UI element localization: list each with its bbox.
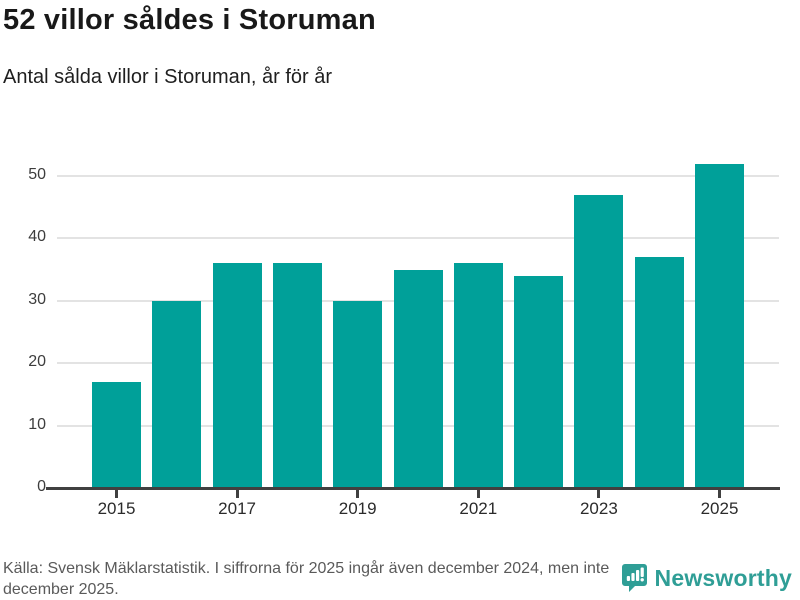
bar-2023 (574, 194, 624, 488)
x-axis-label: 2025 (700, 499, 739, 518)
gridline-50 (57, 175, 779, 177)
bar-2016 (152, 300, 202, 488)
bar-2024 (634, 257, 684, 488)
x-axis-tick-2021 (476, 490, 480, 498)
y-axis-label: 10 (28, 415, 46, 433)
bar-2017 (212, 263, 262, 488)
chart-subtitle: Antal sålda villor i Storuman, år för år (3, 66, 333, 88)
x-axis-tick-2015 (115, 490, 118, 498)
newsworthy-wordmark: Newsworthy (654, 564, 792, 591)
bar-2020 (393, 269, 443, 488)
y-axis-label: 40 (28, 228, 46, 246)
bar-2021 (453, 263, 503, 488)
y-axis-label: 50 (28, 166, 46, 183)
x-axis-label: 2023 (579, 499, 618, 518)
x-axis-tick-2025 (718, 490, 721, 498)
x-axis-label: 2015 (97, 499, 136, 518)
x-axis-tick-2023 (597, 490, 601, 498)
newsworthy-logo: Newsworthy (621, 563, 792, 593)
source-note: Källa: Svensk Mäklarstatistik. I siffror… (3, 560, 610, 598)
chart-title: 52 villor såldes i Storuman (3, 4, 376, 36)
x-axis-tick-2019 (356, 490, 360, 498)
x-axis-label: 2019 (338, 499, 377, 518)
newsworthy-icon (621, 564, 647, 592)
y-axis-label: 0 (37, 478, 46, 495)
bar-2025 (695, 163, 744, 488)
x-axis-label: 2017 (218, 499, 256, 518)
x-axis-line (46, 487, 780, 490)
bar-2018 (272, 263, 322, 488)
bar-2019 (333, 300, 383, 488)
x-axis-label: 2021 (459, 499, 498, 518)
bar-2022 (514, 275, 564, 488)
bar-2015 (92, 381, 141, 488)
y-axis-label: 20 (28, 353, 46, 371)
y-axis-label: 30 (28, 290, 46, 308)
gridline-40 (57, 237, 779, 240)
x-axis-tick-2017 (235, 490, 239, 498)
